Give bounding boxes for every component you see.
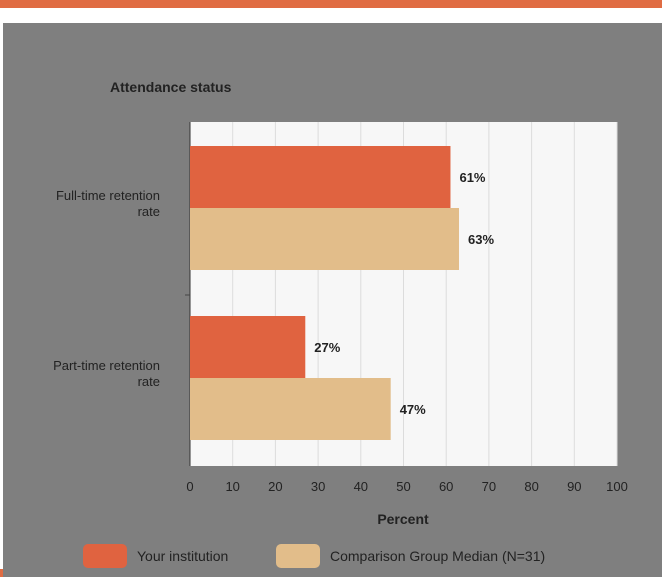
bar-part-time-your-institution [190,316,306,378]
x-tick-label-70: 70 [482,479,496,494]
bar-full-time-your-institution [190,146,451,208]
chart-title: Attendance status [110,79,232,95]
category-label-part-time: Part-time retention rate [53,358,160,389]
legend-item-comparison-group[interactable]: Comparison Group Median (N=31) [276,544,545,568]
legend-item-your-institution[interactable]: Your institution [83,544,228,568]
bar-full-time-comparison-group [190,208,460,270]
x-tick-label-40: 40 [354,479,368,494]
x-tick-label-50: 50 [396,479,410,494]
legend-swatch-your-institution [83,544,127,568]
x-tick-label-60: 60 [439,479,453,494]
bar-part-time-comparison-group [190,378,391,440]
x-tick-label-20: 20 [268,479,282,494]
chart-legend: Your institution Comparison Group Median… [0,540,662,570]
x-tick-label-100: 100 [606,479,628,494]
data-label-full-time-your-institution: 61% [459,170,485,185]
legend-label-your-institution: Your institution [137,548,229,564]
category-label-full-time: Full-time retention rate [56,188,160,219]
data-label-full-time-comparison-group: 63% [468,232,494,247]
x-tick-label-0: 0 [186,479,193,494]
x-tick-label-30: 30 [311,479,325,494]
x-tick-label-80: 80 [524,479,538,494]
x-tick-label-90: 90 [567,479,581,494]
data-label-part-time-comparison-group: 47% [400,402,426,417]
legend-swatch-comparison-group [276,544,320,568]
x-tick-label-10: 10 [225,479,239,494]
x-axis-label: Percent [377,511,429,527]
data-label-part-time-your-institution: 27% [314,340,340,355]
legend-label-comparison-group: Comparison Group Median (N=31) [330,548,546,564]
